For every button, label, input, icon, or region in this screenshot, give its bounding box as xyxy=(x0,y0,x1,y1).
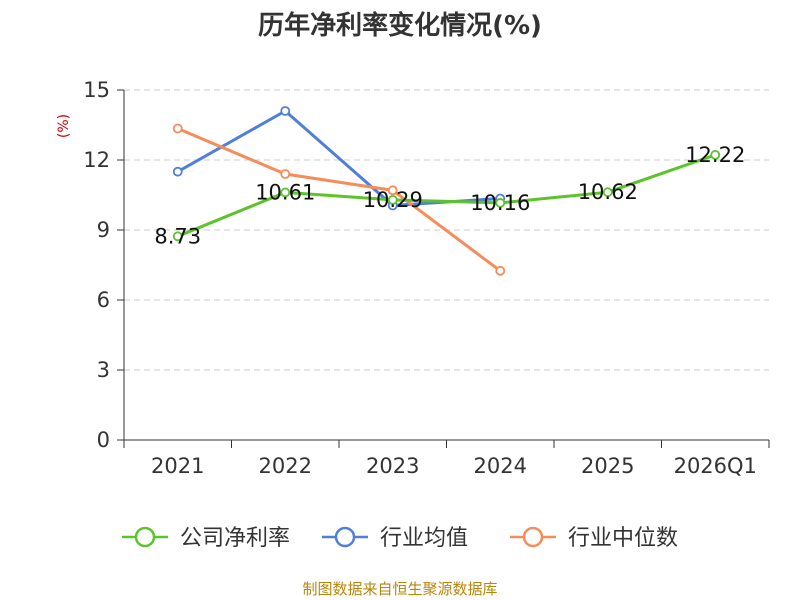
series-line xyxy=(177,153,716,238)
data-point[interactable] xyxy=(280,187,291,198)
data-label: 10.61 xyxy=(255,180,315,204)
x-tick-label: 2026Q1 xyxy=(674,454,757,478)
x-tick-label: 2023 xyxy=(366,454,419,478)
data-point[interactable] xyxy=(495,198,506,208)
legend-label: 行业均值 xyxy=(380,526,468,551)
y-axis-label: (%) xyxy=(56,114,72,138)
legend[interactable]: 公司净利率 行业均值 行业中位数 xyxy=(122,526,678,551)
y-tick-label: 9 xyxy=(97,218,110,242)
x-tick-label: 2024 xyxy=(474,454,527,478)
data-point[interactable] xyxy=(172,123,183,134)
legend-marker xyxy=(522,526,544,548)
y-tick-label: 0 xyxy=(97,428,110,452)
chart-title: 历年净利率变化情况(%) xyxy=(258,10,542,41)
legend-item[interactable]: 行业中位数 xyxy=(510,526,678,551)
source-note: 制图数据来自恒生聚源数据库 xyxy=(302,580,497,598)
data-labels: 8.73 10.61 10.29 10.16 10.62 12.22 xyxy=(154,143,745,248)
legend-label: 行业中位数 xyxy=(568,526,678,551)
data-point[interactable] xyxy=(280,106,291,116)
axes: 0 3 6 9 12 15 2021 2022 2023 2024 2025 2026Q1 xyxy=(83,78,770,478)
series xyxy=(172,106,721,276)
legend-marker xyxy=(134,526,156,548)
data-point[interactable] xyxy=(710,149,721,160)
y-tick-label: 3 xyxy=(97,358,110,382)
data-label: 10.16 xyxy=(470,191,530,215)
x-tick-label: 2021 xyxy=(151,454,204,478)
data-point[interactable] xyxy=(280,169,291,179)
y-tick-label: 12 xyxy=(83,148,110,172)
legend-item[interactable]: 行业均值 xyxy=(322,526,468,551)
data-point[interactable] xyxy=(387,185,398,196)
y-tick-label: 6 xyxy=(97,288,110,312)
data-point[interactable] xyxy=(495,265,506,276)
legend-label: 公司净利率 xyxy=(180,526,290,551)
y-tick-label: 15 xyxy=(83,78,110,102)
legend-item[interactable]: 公司净利率 xyxy=(122,526,290,551)
data-point[interactable] xyxy=(172,231,183,242)
x-tick-label: 2025 xyxy=(581,454,634,478)
x-tick-label: 2022 xyxy=(259,454,312,478)
data-point[interactable] xyxy=(387,194,398,205)
data-label: 10.29 xyxy=(363,188,423,212)
data-point[interactable] xyxy=(172,166,183,177)
data-label: 10.62 xyxy=(578,180,638,204)
data-label: 8.73 xyxy=(154,224,201,248)
data-point[interactable] xyxy=(602,187,613,198)
series-line xyxy=(177,109,501,207)
legend-marker xyxy=(334,526,356,548)
data-label: 12.22 xyxy=(685,143,745,167)
series-line xyxy=(177,127,502,273)
